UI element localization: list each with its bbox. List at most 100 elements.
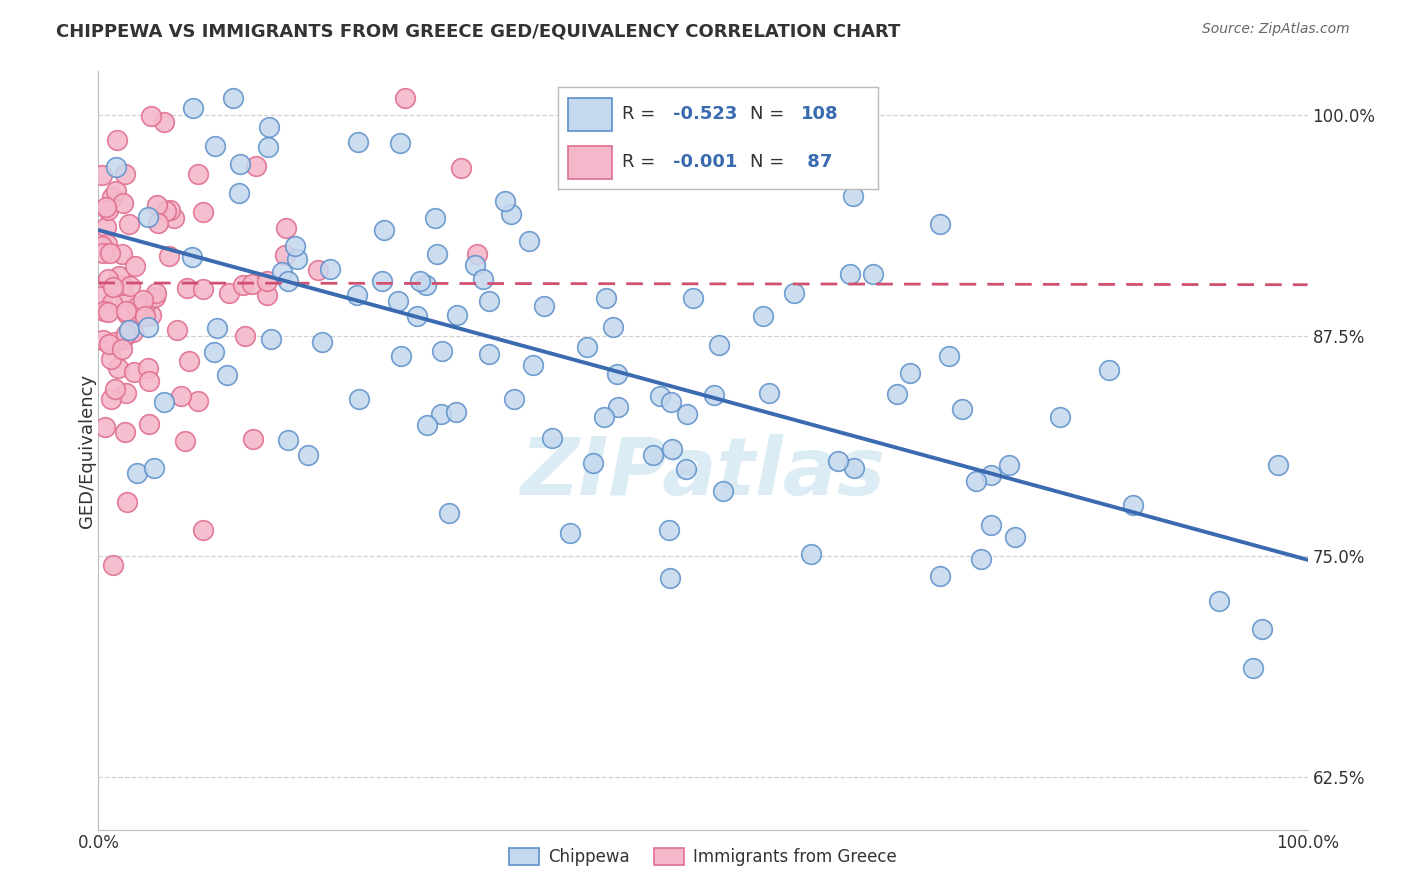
Point [595,291,617,305]
Point [371,274,394,288]
Point [606,367,628,381]
Point [1049,409,1071,424]
Point [425,211,447,225]
Point [136,319,159,334]
Point [394,91,416,105]
Point [373,223,395,237]
Point [111,277,134,292]
Point [952,401,974,416]
Point [134,309,156,323]
Point [100,351,122,366]
Point [415,278,437,293]
Point [146,216,169,230]
Point [204,139,226,153]
Point [661,442,683,457]
Point [1251,622,1274,636]
Point [707,337,730,351]
Point [138,417,160,431]
Point [494,194,516,209]
Point [98,245,121,260]
Point [416,418,439,433]
Point [285,252,308,266]
Text: CHIPPEWA VS IMMIGRANTS FROM GREECE GED/EQUIVALENCY CORRELATION CHART: CHIPPEWA VS IMMIGRANTS FROM GREECE GED/E… [56,22,901,40]
Point [104,160,127,174]
Point [94,220,117,235]
Point [430,343,453,358]
Point [166,323,188,337]
Point [233,329,256,343]
Y-axis label: GED/Equivalency: GED/Equivalency [79,374,96,527]
Point [929,569,952,583]
Point [111,196,134,211]
Point [96,237,118,252]
Point [91,168,114,182]
Point [277,433,299,447]
Point [347,392,370,406]
Point [146,197,169,211]
Point [132,293,155,307]
Point [592,410,614,425]
Point [1122,498,1144,512]
Point [682,292,704,306]
Point [1267,458,1289,473]
Point [277,274,299,288]
Point [228,186,250,201]
Point [93,303,115,318]
Point [1098,363,1121,377]
Point [118,323,141,337]
Point [658,523,681,537]
Point [115,495,138,509]
Point [409,274,432,288]
Point [641,448,664,462]
Legend: Chippewa, Immigrants from Greece: Chippewa, Immigrants from Greece [501,840,905,875]
Point [91,239,114,253]
Point [120,279,142,293]
Point [97,272,120,286]
Point [257,120,280,134]
Point [703,388,725,402]
Point [153,394,176,409]
Point [101,558,124,573]
Point [101,296,124,310]
Point [122,365,145,379]
Point [980,517,1002,532]
Point [582,456,605,470]
Point [886,387,908,401]
Point [585,167,607,181]
Point [202,344,225,359]
Point [437,506,460,520]
Text: ZIPatlas: ZIPatlas [520,434,886,512]
Point [965,475,987,489]
Point [127,466,149,480]
Point [256,140,278,154]
Point [517,234,540,248]
Point [602,319,624,334]
Point [187,394,209,409]
Point [177,354,200,368]
Point [181,250,204,264]
Point [115,385,138,400]
Point [93,420,115,434]
Point [800,547,823,561]
Point [111,332,134,346]
Point [387,294,409,309]
Point [205,321,228,335]
Point [139,308,162,322]
Point [100,392,122,406]
Point [260,332,283,346]
Point [115,307,138,321]
Point [170,388,193,402]
Point [274,220,297,235]
Point [111,343,134,357]
Point [499,206,522,220]
Point [232,277,254,292]
Point [94,200,117,214]
Point [127,300,149,314]
Point [218,285,240,300]
Point [929,217,952,231]
Point [558,525,581,540]
Point [222,91,245,105]
Point [862,267,884,281]
Point [103,280,125,294]
Point [152,115,174,129]
